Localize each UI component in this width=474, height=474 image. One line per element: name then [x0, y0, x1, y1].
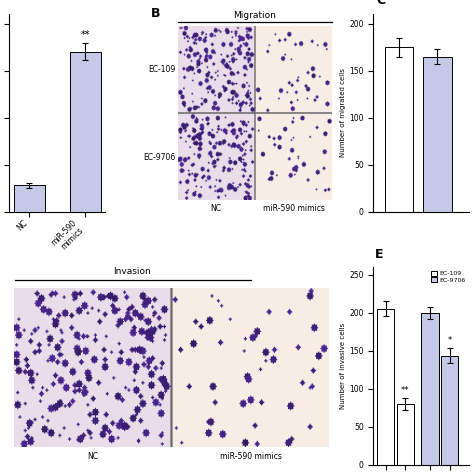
Bar: [14, 185, 45, 212]
Bar: [377, 309, 394, 465]
Bar: [421, 312, 438, 465]
Text: Invasion: Invasion: [114, 266, 151, 275]
Bar: [70, 52, 101, 212]
Text: **: **: [401, 386, 410, 395]
Text: C: C: [377, 0, 386, 7]
Text: NC: NC: [87, 452, 98, 461]
Text: *: *: [447, 336, 452, 345]
Y-axis label: Number of invasive cells: Number of invasive cells: [340, 323, 346, 409]
Y-axis label: Number of migrated cells: Number of migrated cells: [340, 69, 346, 157]
Bar: [384, 47, 413, 212]
Bar: [423, 56, 452, 212]
Text: B: B: [151, 7, 160, 20]
Text: **: **: [81, 29, 90, 40]
Bar: [397, 404, 414, 465]
Text: EC-9706: EC-9706: [143, 153, 175, 162]
Text: EC-109: EC-109: [148, 65, 175, 74]
Legend: EC-109, EC-9706: EC-109, EC-9706: [430, 270, 466, 283]
Text: miR-590 mimics: miR-590 mimics: [263, 204, 325, 213]
Text: miR-590 mimics: miR-590 mimics: [220, 452, 282, 461]
Text: Migration: Migration: [234, 11, 276, 20]
Bar: [441, 356, 458, 465]
Text: NC: NC: [211, 204, 222, 213]
Text: E: E: [374, 248, 383, 261]
